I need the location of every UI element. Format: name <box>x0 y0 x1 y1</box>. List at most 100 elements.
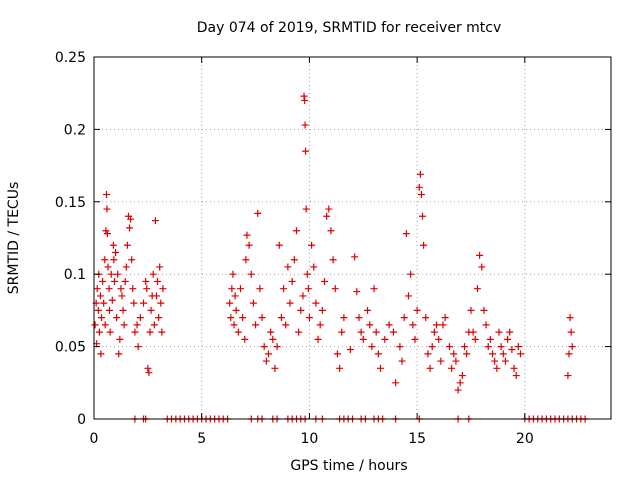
data-point <box>437 357 445 365</box>
data-point <box>275 241 283 249</box>
data-point <box>254 209 262 217</box>
data-point <box>112 248 120 256</box>
data-point <box>239 314 247 322</box>
data-point <box>126 224 134 232</box>
data-point <box>110 256 118 264</box>
data-point <box>91 321 99 329</box>
data-point <box>149 270 157 278</box>
data-point <box>123 241 131 249</box>
data-point <box>428 343 436 351</box>
data-point <box>230 321 238 329</box>
data-point <box>133 321 141 329</box>
data-point <box>409 321 417 329</box>
data-points <box>91 92 589 423</box>
data-point <box>325 205 333 213</box>
data-point <box>416 170 424 178</box>
y-tick-label: 0.15 <box>55 195 86 211</box>
data-point <box>422 314 430 322</box>
data-point <box>364 306 372 314</box>
data-point <box>568 343 576 351</box>
data-point <box>129 285 137 293</box>
data-point <box>128 256 136 264</box>
data-point <box>303 270 311 278</box>
data-point <box>277 314 285 322</box>
data-point <box>316 321 324 329</box>
data-point <box>417 191 425 199</box>
data-point <box>297 306 305 314</box>
data-point <box>314 335 322 343</box>
data-point <box>514 343 522 351</box>
data-point <box>461 343 469 351</box>
data-point <box>302 147 310 155</box>
data-point <box>93 285 101 293</box>
data-point <box>499 350 507 358</box>
data-point <box>145 369 153 377</box>
data-point <box>109 241 117 249</box>
data-point <box>501 357 509 365</box>
data-point <box>269 335 277 343</box>
data-point <box>506 328 514 336</box>
data-point <box>300 92 308 100</box>
data-point <box>482 321 490 329</box>
data-point <box>273 343 281 351</box>
data-point <box>152 292 160 300</box>
data-point <box>497 343 505 351</box>
data-point <box>158 328 166 336</box>
data-point <box>116 335 124 343</box>
data-point <box>564 372 572 380</box>
data-point <box>353 288 361 296</box>
data-point <box>95 328 103 336</box>
data-point <box>226 299 234 307</box>
data-point <box>338 328 346 336</box>
data-point <box>159 285 167 293</box>
data-point <box>357 328 365 336</box>
data-point <box>236 285 244 293</box>
data-point <box>456 379 464 387</box>
data-point <box>101 256 109 264</box>
data-point <box>495 328 503 336</box>
data-point <box>419 212 427 220</box>
data-point <box>467 306 475 314</box>
data-point <box>355 314 363 322</box>
x-tick-label: 10 <box>301 431 319 447</box>
data-point <box>229 270 237 278</box>
data-point <box>106 328 114 336</box>
data-point <box>450 350 458 358</box>
data-point <box>476 251 484 259</box>
data-point <box>484 343 492 351</box>
data-point <box>405 292 413 300</box>
data-point <box>480 306 488 314</box>
data-point <box>101 321 109 329</box>
data-point <box>333 350 341 358</box>
data-point <box>241 335 249 343</box>
grid <box>94 57 611 419</box>
data-point <box>243 231 251 239</box>
data-point <box>374 350 382 358</box>
data-point <box>426 364 434 372</box>
data-point <box>106 306 114 314</box>
data-point <box>323 212 331 220</box>
data-point <box>151 217 159 225</box>
data-point <box>396 343 404 351</box>
data-point <box>295 328 303 336</box>
data-point <box>504 335 512 343</box>
data-point <box>232 306 240 314</box>
data-point <box>100 299 108 307</box>
x-tick-label: 20 <box>516 431 534 447</box>
data-point <box>448 364 456 372</box>
y-tick-label: 0.2 <box>64 122 86 138</box>
data-point <box>157 299 165 307</box>
data-point <box>228 285 236 293</box>
data-point <box>258 314 266 322</box>
y-tick-labels: 0 0.05 0.1 0.15 0.2 0.25 <box>55 50 86 428</box>
data-point <box>304 285 312 293</box>
data-point <box>252 321 260 329</box>
x-tick-label: 15 <box>408 431 426 447</box>
data-point <box>97 350 105 358</box>
data-point <box>567 328 575 336</box>
data-point <box>107 270 115 278</box>
data-point <box>284 263 292 271</box>
data-point <box>290 256 298 264</box>
data-point <box>262 357 270 365</box>
